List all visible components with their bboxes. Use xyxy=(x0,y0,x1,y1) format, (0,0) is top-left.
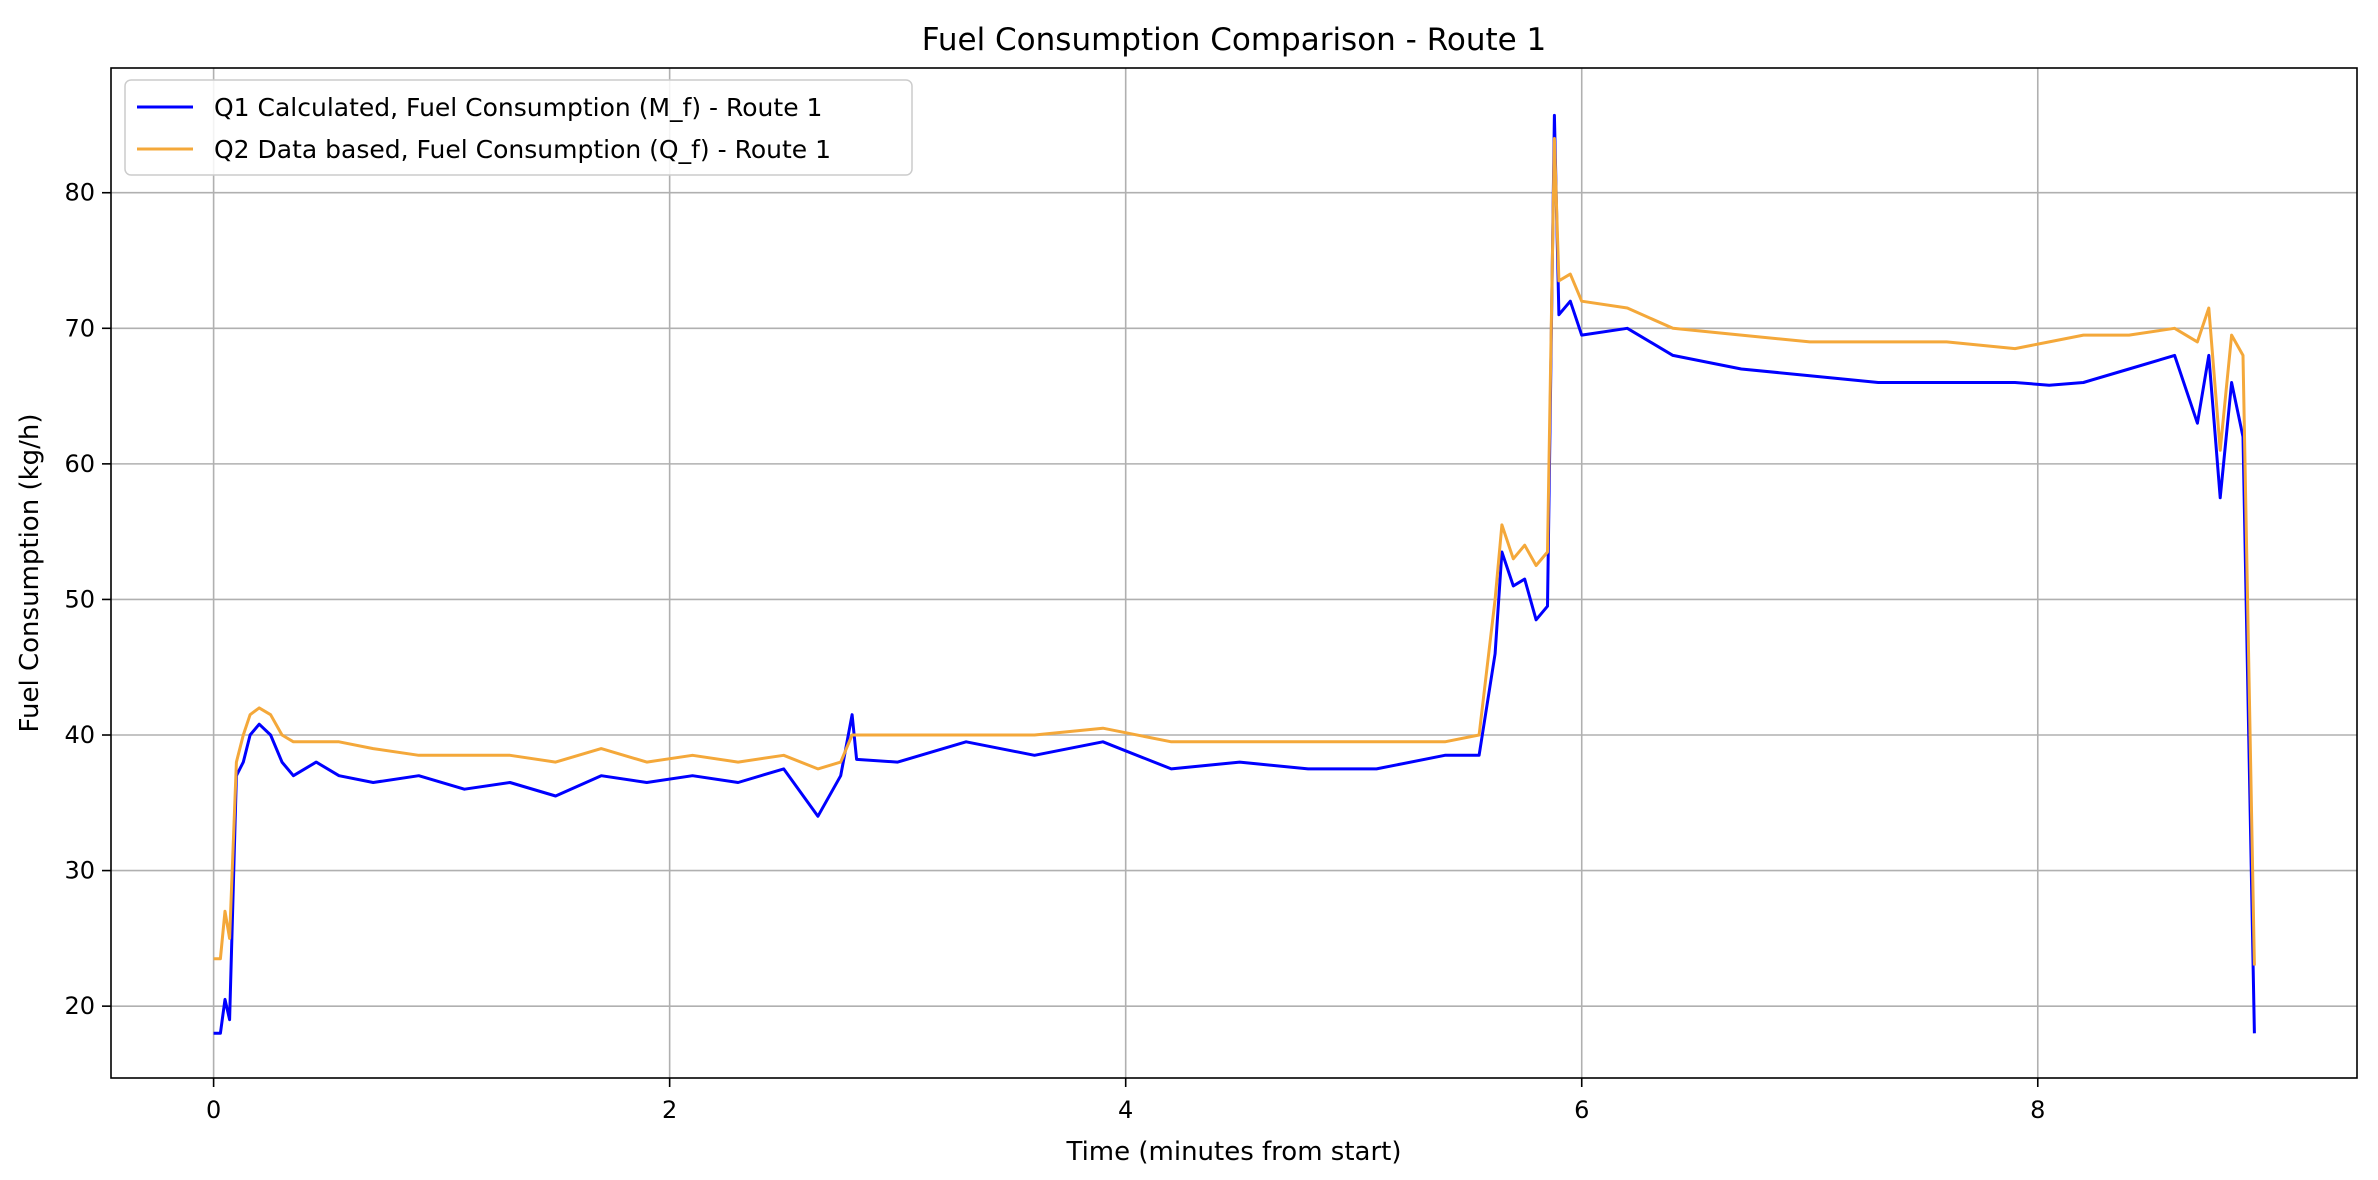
chart-title: Fuel Consumption Comparison - Route 1 xyxy=(922,22,1547,58)
legend: Q1 Calculated, Fuel Consumption (M_f) - … xyxy=(124,79,913,176)
grid xyxy=(111,68,2357,1078)
y-axis-label: Fuel Consumption (kg/h) xyxy=(15,413,45,732)
y-tick-label: 80 xyxy=(64,179,95,207)
x-tick-label: 6 xyxy=(1574,1096,1589,1124)
series-line-q1 xyxy=(213,113,2256,1035)
y-tick-label: 30 xyxy=(64,857,95,885)
y-tick-label: 40 xyxy=(64,721,95,749)
legend-box xyxy=(124,79,913,176)
x-tick-label: 8 xyxy=(2030,1096,2045,1124)
y-tick-label: 20 xyxy=(64,992,95,1020)
legend-label-q2: Q2 Data based, Fuel Consumption (Q_f) - … xyxy=(214,135,831,164)
x-tick-label: 2 xyxy=(662,1096,677,1124)
y-tick-label: 70 xyxy=(64,314,95,342)
x-tick-label: 0 xyxy=(206,1096,221,1124)
series-line-q2 xyxy=(213,137,2256,966)
x-tick-label: 4 xyxy=(1118,1096,1133,1124)
plot-frame xyxy=(110,67,2358,1079)
legend-label-q1: Q1 Calculated, Fuel Consumption (M_f) - … xyxy=(214,93,822,122)
axis-ticks: 0 2 4 6 8 20 30 40 50 60 70 80 xyxy=(64,179,2045,1124)
y-tick-label: 60 xyxy=(64,450,95,478)
y-tick-label: 50 xyxy=(64,585,95,613)
x-axis-label: Time (minutes from start) xyxy=(1065,1137,1401,1167)
series-lines xyxy=(213,113,2256,1035)
